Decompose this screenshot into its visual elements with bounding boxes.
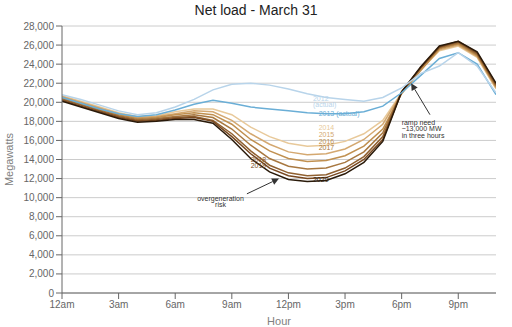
svg-text:20,000: 20,000	[23, 97, 54, 108]
html-text:Net load - March 31: Net load - March 31	[194, 2, 318, 18]
svg-text:~13,000 MW: ~13,000 MW	[401, 125, 442, 133]
svg-text:2013 (actual): 2013 (actual)	[319, 110, 360, 118]
svg-text:3am: 3am	[109, 299, 128, 310]
svg-text:3pm: 3pm	[335, 299, 354, 310]
svg-text:6pm: 6pm	[392, 299, 411, 310]
svg-text:22,000: 22,000	[23, 78, 54, 89]
svg-text:overgeneration: overgeneration	[197, 195, 244, 202]
svg-text:14,000: 14,000	[23, 154, 54, 165]
svg-text:28,000: 28,000	[23, 21, 54, 32]
svg-text:Hour: Hour	[267, 315, 291, 327]
svg-text:12pm: 12pm	[276, 299, 301, 310]
svg-text:2020: 2020	[313, 176, 329, 183]
svg-text:16,000: 16,000	[23, 135, 54, 146]
svg-text:Megawatts: Megawatts	[8, 132, 15, 186]
svg-text:ramp need: ramp need	[401, 118, 436, 126]
svg-text:4,000: 4,000	[29, 249, 54, 260]
svg-text:2018: 2018	[250, 155, 267, 163]
svg-text:12,000: 12,000	[23, 173, 54, 184]
svg-text:2019: 2019	[251, 162, 267, 169]
svg-text:12am: 12am	[49, 299, 74, 310]
svg-text:26,000: 26,000	[23, 40, 54, 51]
svg-text:9am: 9am	[222, 299, 241, 310]
svg-text:2015: 2015	[318, 131, 335, 139]
svg-text:2017: 2017	[319, 144, 335, 151]
svg-text:2012: 2012	[313, 94, 329, 102]
svg-text:2,000: 2,000	[29, 268, 54, 279]
svg-text:6,000: 6,000	[29, 230, 54, 241]
svg-text:0: 0	[48, 288, 54, 299]
svg-text:risk: risk	[215, 201, 226, 208]
svg-text:10,000: 10,000	[23, 192, 54, 203]
svg-text:9pm: 9pm	[449, 299, 468, 310]
svg-text:24,000: 24,000	[23, 59, 54, 70]
svg-text:(actual): (actual)	[313, 101, 336, 109]
svg-text:in three hours: in three hours	[402, 132, 445, 139]
svg-text:2016: 2016	[318, 137, 335, 145]
svg-text:18,000: 18,000	[23, 116, 54, 127]
svg-text:6am: 6am	[165, 299, 184, 310]
svg-text:8,000: 8,000	[29, 211, 54, 222]
svg-text:2014: 2014	[318, 124, 335, 132]
